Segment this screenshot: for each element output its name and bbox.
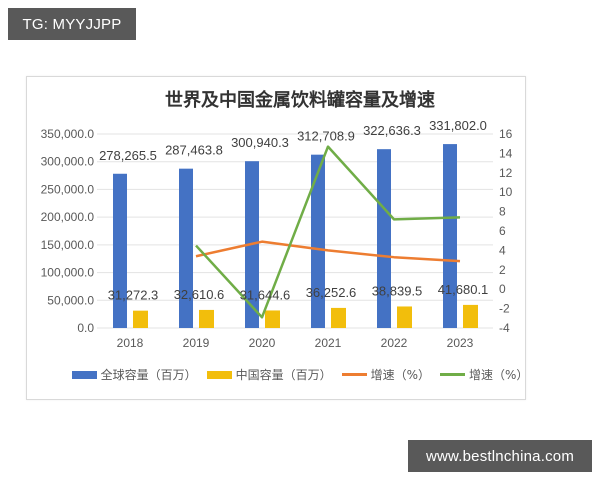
right-axis-tick: 12 [499,166,513,180]
x-axis: 2018 2019 2020 2021 2022 2023 [117,336,474,350]
x-axis-tick: 2022 [381,336,408,350]
legend-item-green-growth: 增速（%） [440,366,528,383]
x-axis-tick: 2023 [447,336,474,350]
legend-item-china: 中国容量（百万） [206,366,332,383]
left-axis: 0.0 50,000.0 100,000.0 150,000.0 200,000.0 25… [41,127,95,335]
legend-item-global: 全球容量（百万） [71,366,197,383]
gridlines [97,133,493,329]
legend-label: 增速（%） [370,368,431,382]
legend-swatch-green [440,373,466,376]
left-axis-tick: 150,000.0 [41,238,95,252]
bar-china [265,310,280,328]
right-axis-tick: 6 [499,224,506,238]
right-axis-tick: -2 [499,302,510,316]
legend-label: 全球容量（百万） [100,368,197,382]
right-axis-tick: 16 [499,127,513,141]
bar-china [331,307,346,328]
data-label-global: 312,708.9 [297,129,355,144]
data-label-china: 32,610.6 [174,287,225,302]
bar-global [443,144,457,328]
x-axis-tick: 2020 [249,336,276,350]
legend-swatch-blue [71,370,97,379]
legend-label: 增速（%） [469,368,529,382]
bar-china [199,309,214,328]
right-axis-tick: 14 [499,146,513,160]
legend: 全球容量（百万） 中国容量（百万） 增速（%） 增速（%） [0,366,600,383]
data-label-global: 322,636.3 [363,123,421,138]
data-label-global: 331,802.0 [429,118,487,133]
right-axis: -4 -2 0 2 4 6 8 10 12 14 16 [499,127,513,335]
left-axis-tick: 50,000.0 [47,293,94,307]
right-axis-tick: 10 [499,185,513,199]
bar-china [133,310,148,328]
bar-china [397,306,412,328]
bar-global [311,154,325,328]
bar-global [113,173,127,328]
lines [195,145,461,319]
data-label-global: 287,463.8 [165,143,223,158]
legend-item-orange-growth: 增速（%） [341,366,431,383]
left-axis-tick: 250,000.0 [41,182,95,196]
right-axis-tick: 0 [499,282,506,296]
left-axis-tick: 350,000.0 [41,127,95,141]
chart-container [26,76,526,400]
line-series-growth [195,240,461,263]
bars [113,144,478,328]
data-labels: 278,265.5 31,272.3 287,463.8 32,610.6 300,94… [99,118,488,303]
x-axis-tick: 2021 [315,336,342,350]
data-label-china: 31,644.6 [240,287,291,302]
right-axis-tick: -4 [499,321,510,335]
watermark-bottom: www.bestlnchina.com [408,440,592,472]
right-axis-tick: 2 [499,263,506,277]
right-axis-tick: 4 [499,243,506,257]
line-series-growth [195,145,461,319]
legend-swatch-orange [341,373,367,376]
left-axis-tick: 200,000.0 [41,210,95,224]
chart-title: 世界及中国金属饮料罐容量及增速 [165,90,435,111]
x-axis-tick: 2018 [117,336,144,350]
left-axis-tick: 0.0 [77,321,94,335]
data-label-global: 278,265.5 [99,148,157,163]
x-axis-tick: 2019 [183,336,210,350]
right-axis-tick: 8 [499,205,506,219]
legend-label: 中国容量（百万） [235,368,332,382]
left-axis-tick: 100,000.0 [41,266,95,280]
data-label-china: 31,272.3 [108,288,159,303]
left-axis-tick: 300,000.0 [41,155,95,169]
data-label-china: 36,252.6 [306,285,357,300]
bar-china [463,304,478,328]
data-label-china: 38,839.5 [372,283,423,298]
data-label-global: 300,940.3 [231,135,289,150]
legend-swatch-yellow [206,370,232,379]
bar-global [377,149,391,328]
data-label-china: 41,680.1 [438,282,489,297]
watermark-top: TG: MYYJJPP [8,8,136,40]
bar-global [179,168,193,328]
